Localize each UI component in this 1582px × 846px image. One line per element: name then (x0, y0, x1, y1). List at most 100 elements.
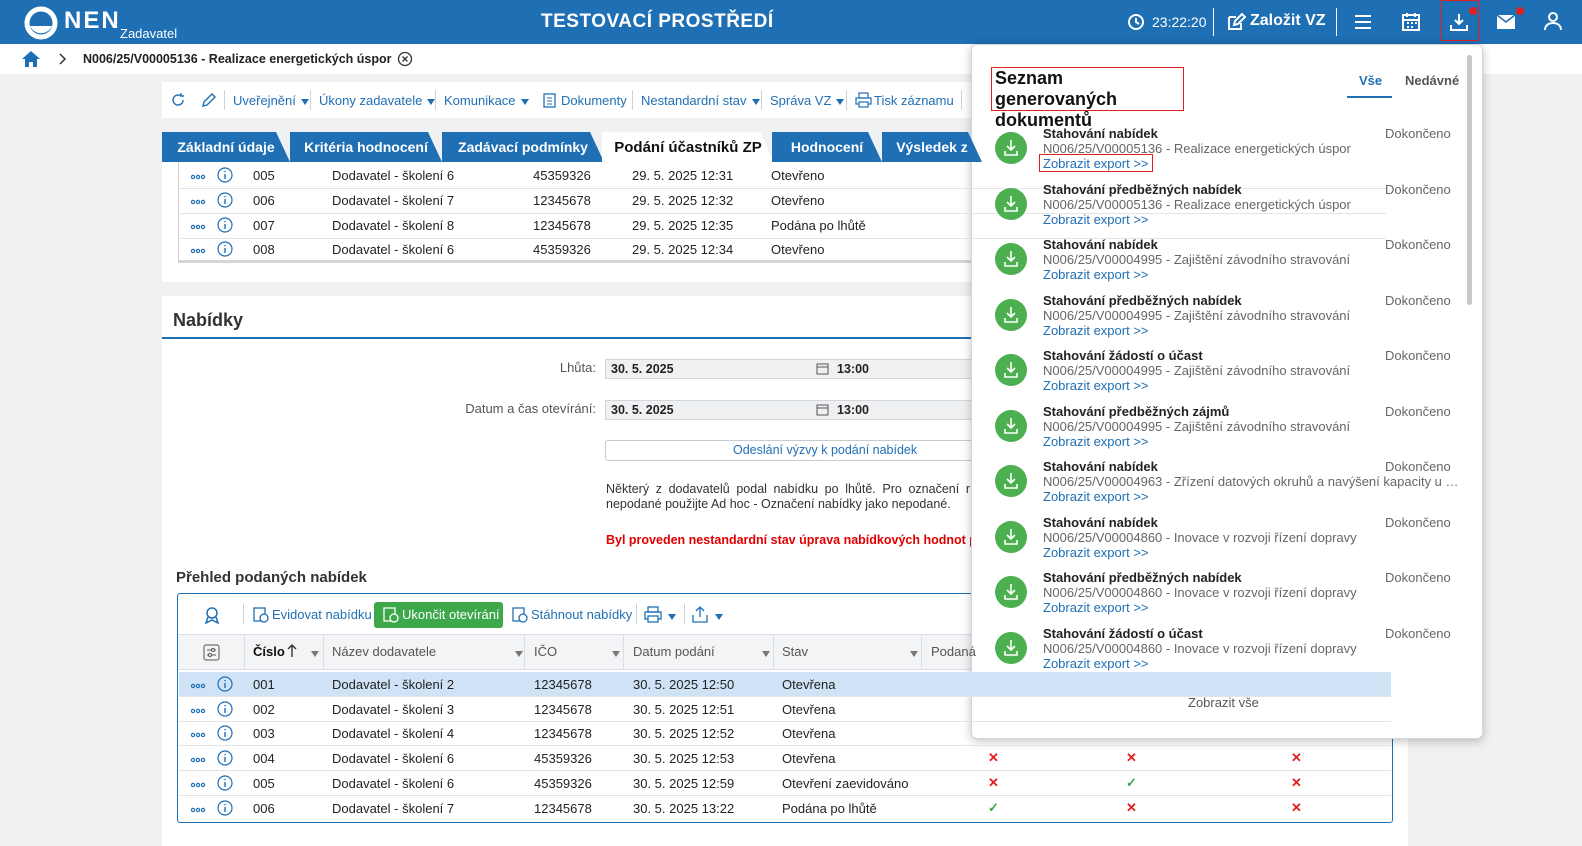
toolbar-item[interactable]: Tisk záznamu (874, 93, 954, 108)
toolbar-item[interactable]: Dokumenty (561, 93, 627, 108)
toolbar-icon[interactable] (855, 92, 872, 109)
edit-icon[interactable] (201, 92, 217, 108)
export-link[interactable]: Zobrazit export >> (1043, 544, 1149, 560)
finish-button-label[interactable]: Ukončit otevírání (402, 607, 500, 622)
panel-tab[interactable]: Nedávné (1405, 73, 1460, 88)
toolbar-item[interactable]: Úkony zadavatele (319, 93, 436, 108)
export-link[interactable]: Zobrazit export >> (1043, 489, 1149, 504)
export-link[interactable]: Zobrazit export >> (1043, 211, 1149, 227)
show-all[interactable]: Zobrazit vše (1188, 695, 1259, 710)
tab[interactable]: Hodnocení (772, 132, 882, 162)
row-menu[interactable] (190, 803, 207, 813)
column-header[interactable]: IČO (534, 644, 558, 659)
refresh-icon[interactable] (170, 92, 186, 108)
info-icon[interactable] (217, 192, 233, 208)
column-header[interactable]: Datum podání (633, 644, 715, 659)
user-icon[interactable] (1544, 11, 1562, 31)
tab[interactable]: Podání účastníků ZP (602, 132, 774, 162)
home-icon[interactable] (21, 50, 41, 68)
cell: Dodavatel - školení 7 (332, 192, 455, 208)
selected-row (179, 672, 1391, 696)
info-icon[interactable] (217, 216, 233, 233)
create-button[interactable]: Založit VZ (1250, 12, 1326, 29)
calendar-icon[interactable] (1402, 12, 1420, 31)
filter-icon[interactable] (510, 645, 523, 660)
info-icon[interactable] (217, 676, 233, 692)
cell: 12345678 (534, 701, 592, 717)
scrollbar[interactable] (1467, 55, 1472, 305)
column-header[interactable]: Podaná (931, 644, 976, 659)
column-separator (323, 634, 324, 670)
done-icon (995, 354, 1027, 386)
download-offers-icon[interactable] (511, 606, 528, 623)
panel-tab[interactable]: Vše (1359, 73, 1383, 88)
mail-icon[interactable] (1496, 14, 1516, 30)
tab[interactable]: Zadávací podmínky (442, 132, 604, 162)
column-settings-icon[interactable] (203, 644, 220, 661)
info-icon[interactable] (217, 799, 233, 816)
tab[interactable]: Kritéria hodnocení (290, 132, 442, 162)
export-link[interactable]: Zobrazit export >> (1043, 600, 1149, 615)
edit-icon[interactable] (1226, 12, 1246, 32)
info-icon[interactable] (217, 725, 233, 741)
row-menu[interactable] (190, 753, 207, 763)
export-link[interactable]: Zobrazit export >> (1043, 378, 1149, 393)
row-menu[interactable] (190, 728, 207, 738)
export-link[interactable]: Zobrazit export >> (1043, 433, 1149, 449)
info-icon[interactable] (217, 167, 233, 183)
breadcrumb-title[interactable]: N006/25/V00005136 - Realizace energetick… (83, 52, 392, 66)
filter-icon[interactable] (607, 645, 620, 660)
calendar-icon[interactable] (816, 403, 829, 416)
item-subtitle: N006/25/V00004995 - Zajištění závodního … (1043, 252, 1351, 267)
row-menu[interactable] (190, 244, 207, 254)
export-link[interactable]: Zobrazit export >> (1043, 267, 1149, 282)
calendar-icon[interactable] (816, 362, 829, 375)
export-link[interactable]: Zobrazit export >> (1043, 655, 1149, 671)
menu-icon[interactable] (1354, 13, 1372, 31)
finish-icon[interactable] (382, 606, 399, 623)
info-icon[interactable] (217, 701, 233, 717)
row-menu[interactable] (190, 220, 207, 230)
info-icon[interactable] (217, 750, 233, 766)
item-status: Dokončeno (1385, 126, 1451, 141)
column-header[interactable]: Název dodavatele (332, 644, 437, 659)
export-link[interactable]: Zobrazit export >> (1043, 156, 1149, 171)
row-menu[interactable] (190, 704, 207, 714)
close-icon[interactable] (397, 51, 413, 67)
row-menu[interactable] (190, 679, 207, 689)
tab[interactable]: Základní údaje (162, 132, 290, 162)
toolbar-item[interactable]: Uveřejnění (233, 93, 309, 108)
link-highlight (1039, 154, 1153, 172)
dropdown[interactable] (663, 608, 676, 623)
warning: Byl proveden nestandardní stav úprava na… (606, 533, 1000, 547)
invite-button-label[interactable]: Odeslání výzvy k podání nabídek (733, 443, 918, 457)
tab[interactable]: Výsledek z (882, 132, 982, 162)
row-menu[interactable] (190, 170, 207, 180)
filter-icon[interactable] (757, 645, 770, 660)
grid-button[interactable]: Stáhnout nabídky (531, 607, 633, 622)
column-header[interactable]: Stav (782, 644, 809, 659)
download-icon[interactable] (1449, 12, 1469, 32)
dropdown[interactable] (710, 608, 723, 623)
print-icon[interactable] (644, 606, 662, 623)
row-menu[interactable] (190, 195, 207, 205)
search-icon[interactable] (203, 606, 221, 624)
filter-icon[interactable] (306, 645, 319, 660)
toolbar-item[interactable]: Správa VZ (770, 93, 845, 108)
item-status: Dokončeno (1385, 348, 1451, 363)
done-icon (995, 631, 1027, 664)
toolbar-item[interactable]: Nestandardní stav (641, 93, 760, 108)
row-menu[interactable] (190, 778, 207, 788)
grid-button[interactable]: Evidovat nabídku (272, 607, 372, 622)
sort-icon[interactable] (286, 643, 298, 658)
register-icon[interactable] (252, 606, 269, 623)
export-link[interactable]: Zobrazit export >> (1043, 322, 1149, 338)
toolbar-icon[interactable] (542, 92, 559, 109)
export-icon[interactable] (692, 606, 709, 623)
info-icon[interactable] (217, 241, 233, 257)
toolbar-item[interactable]: Komunikace (444, 93, 529, 108)
info-icon[interactable] (217, 775, 233, 791)
column-header[interactable]: Číslo (253, 644, 285, 659)
filter-icon[interactable] (905, 645, 918, 660)
item-status: Dokončeno (1385, 292, 1451, 308)
